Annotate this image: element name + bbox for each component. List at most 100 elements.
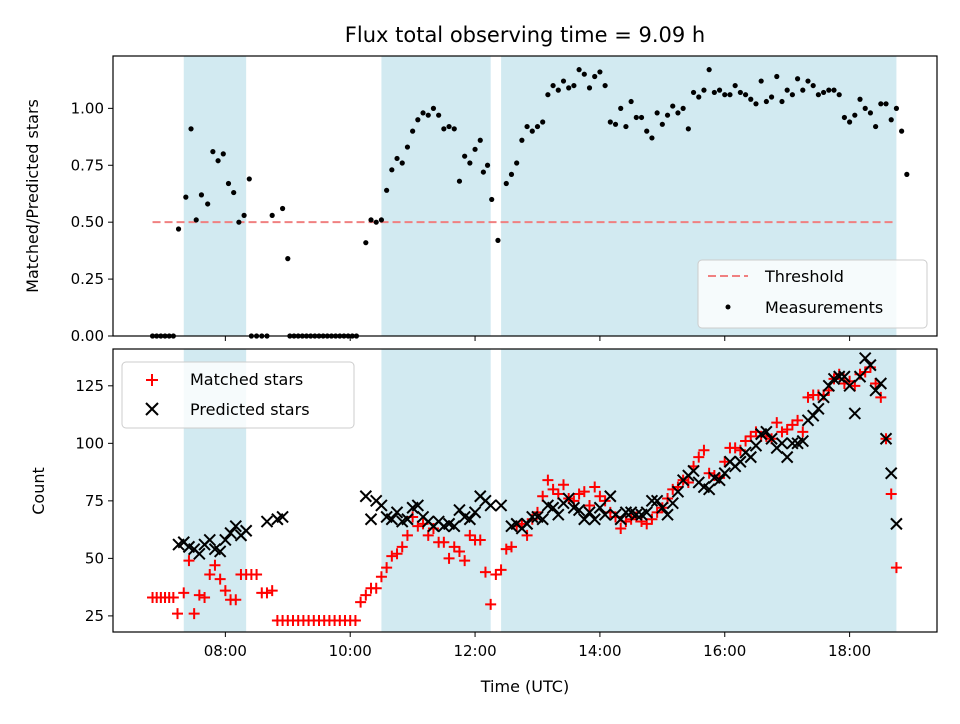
y-tick-label: 125: [75, 377, 104, 395]
measurement-point: [210, 149, 216, 155]
measurement-point: [231, 189, 237, 196]
matched-star-point: [479, 566, 491, 578]
y-tick-label: 0.00: [71, 327, 104, 345]
x-tick-label: 08:00: [204, 642, 247, 660]
predicted-star-point: [385, 513, 399, 526]
measurement-point: [420, 110, 426, 116]
measurement-point: [456, 178, 463, 184]
matched-star-point: [459, 555, 471, 567]
predicted-star-point: [864, 358, 877, 372]
matched-star-point: [505, 541, 517, 553]
predicted-star-point: [666, 496, 679, 510]
matched-star-point: [443, 552, 455, 564]
matched-star-point: [500, 543, 512, 555]
measurement-point: [701, 87, 707, 93]
predicted-star-point: [671, 485, 685, 498]
measurement-point: [477, 137, 483, 143]
predicted-star-point: [593, 501, 607, 514]
measurement-point: [685, 126, 691, 132]
measurement-point: [737, 89, 743, 96]
measurement-point: [862, 105, 868, 111]
matched-star-point: [204, 568, 216, 580]
matched-star-point: [178, 587, 190, 599]
measurement-point: [815, 92, 821, 98]
matched-star-point: [401, 529, 413, 541]
measurement-point: [867, 110, 874, 116]
measurement-point: [540, 119, 546, 125]
measurement-point: [394, 155, 400, 162]
measurement-point: [654, 110, 660, 116]
predicted-star-point: [661, 508, 674, 521]
matched-star-point: [381, 562, 393, 574]
matched-star-point: [453, 545, 465, 557]
legend-matched-swatch: [146, 374, 158, 386]
measurement-point: [404, 144, 411, 150]
measurement-point: [555, 87, 561, 93]
measurement-point: [706, 67, 712, 73]
predicted-star-point: [822, 379, 836, 393]
matched-star-point: [719, 456, 731, 468]
predicted-star-point: [224, 526, 237, 540]
matched-star-point: [729, 442, 741, 454]
predicted-star-point: [806, 409, 820, 422]
shaded-interval: [381, 56, 491, 336]
measurement-point: [534, 123, 541, 130]
measurement-point: [722, 92, 728, 98]
measurement-point: [644, 128, 650, 134]
legend-measurements-label: Measurements: [765, 298, 883, 317]
predicted-star-point: [390, 506, 404, 519]
predicted-star-point: [796, 434, 809, 448]
predicted-star-point: [869, 384, 882, 397]
measurement-point: [519, 137, 525, 143]
measurement-point: [805, 78, 811, 84]
measurement-point: [618, 105, 624, 111]
measurement-point: [893, 105, 900, 111]
predicted-star-point: [765, 432, 778, 445]
predicted-star-point: [760, 425, 773, 439]
matched-star-point: [557, 479, 569, 491]
top-legend-box: [697, 259, 928, 329]
legend-measurements-swatch: [725, 304, 731, 310]
matched-star-point: [885, 488, 897, 500]
y-tick-label: 100: [75, 434, 104, 452]
measurement-point: [183, 194, 189, 200]
matched-star-point: [193, 589, 205, 601]
predicted-star-point: [812, 402, 825, 416]
measurement-point: [690, 89, 697, 96]
measurement-point: [857, 96, 863, 102]
measurement-point: [373, 219, 379, 225]
matched-star-point: [349, 614, 361, 626]
predicted-star-point: [526, 510, 539, 524]
predicted-star-point: [359, 490, 373, 503]
bottom-x-axis: 08:00 10:00 12:00 14:00 16:00 18:00: [204, 632, 871, 660]
matched-star-point: [167, 591, 179, 603]
predicted-star-point: [687, 464, 700, 478]
measurement-point: [467, 160, 473, 166]
measurement-point: [576, 67, 582, 73]
matched-star-point: [646, 513, 658, 525]
measurement-point: [727, 92, 733, 98]
predicted-star-point: [874, 377, 888, 390]
measurement-point: [873, 123, 879, 130]
measurement-point: [664, 112, 671, 118]
top-y-axis: 0.00 0.25 0.50 0.75 1.00: [71, 99, 113, 345]
matched-star-point: [251, 568, 263, 580]
matched-star-point: [370, 582, 382, 594]
measurement-point: [425, 112, 431, 118]
matched-star-point: [261, 587, 273, 599]
top-x-axis: [224, 336, 851, 341]
matched-star-point: [266, 585, 278, 597]
legend-matched-label: Matched stars: [190, 370, 303, 389]
measurement-point: [847, 119, 853, 125]
predicted-star-point: [885, 467, 898, 480]
y-tick-label: 75: [85, 492, 104, 510]
predicted-star-point: [614, 513, 627, 526]
measurement-point: [753, 101, 759, 107]
predicted-star-point: [546, 501, 560, 514]
predicted-star-point: [583, 506, 596, 519]
bottom-y-axis: 25 50 75 100 125: [75, 377, 113, 625]
predicted-star-point: [640, 506, 653, 519]
y-tick-label: 50: [85, 549, 104, 567]
matched-star-point: [693, 451, 705, 463]
measurement-point: [800, 87, 806, 93]
